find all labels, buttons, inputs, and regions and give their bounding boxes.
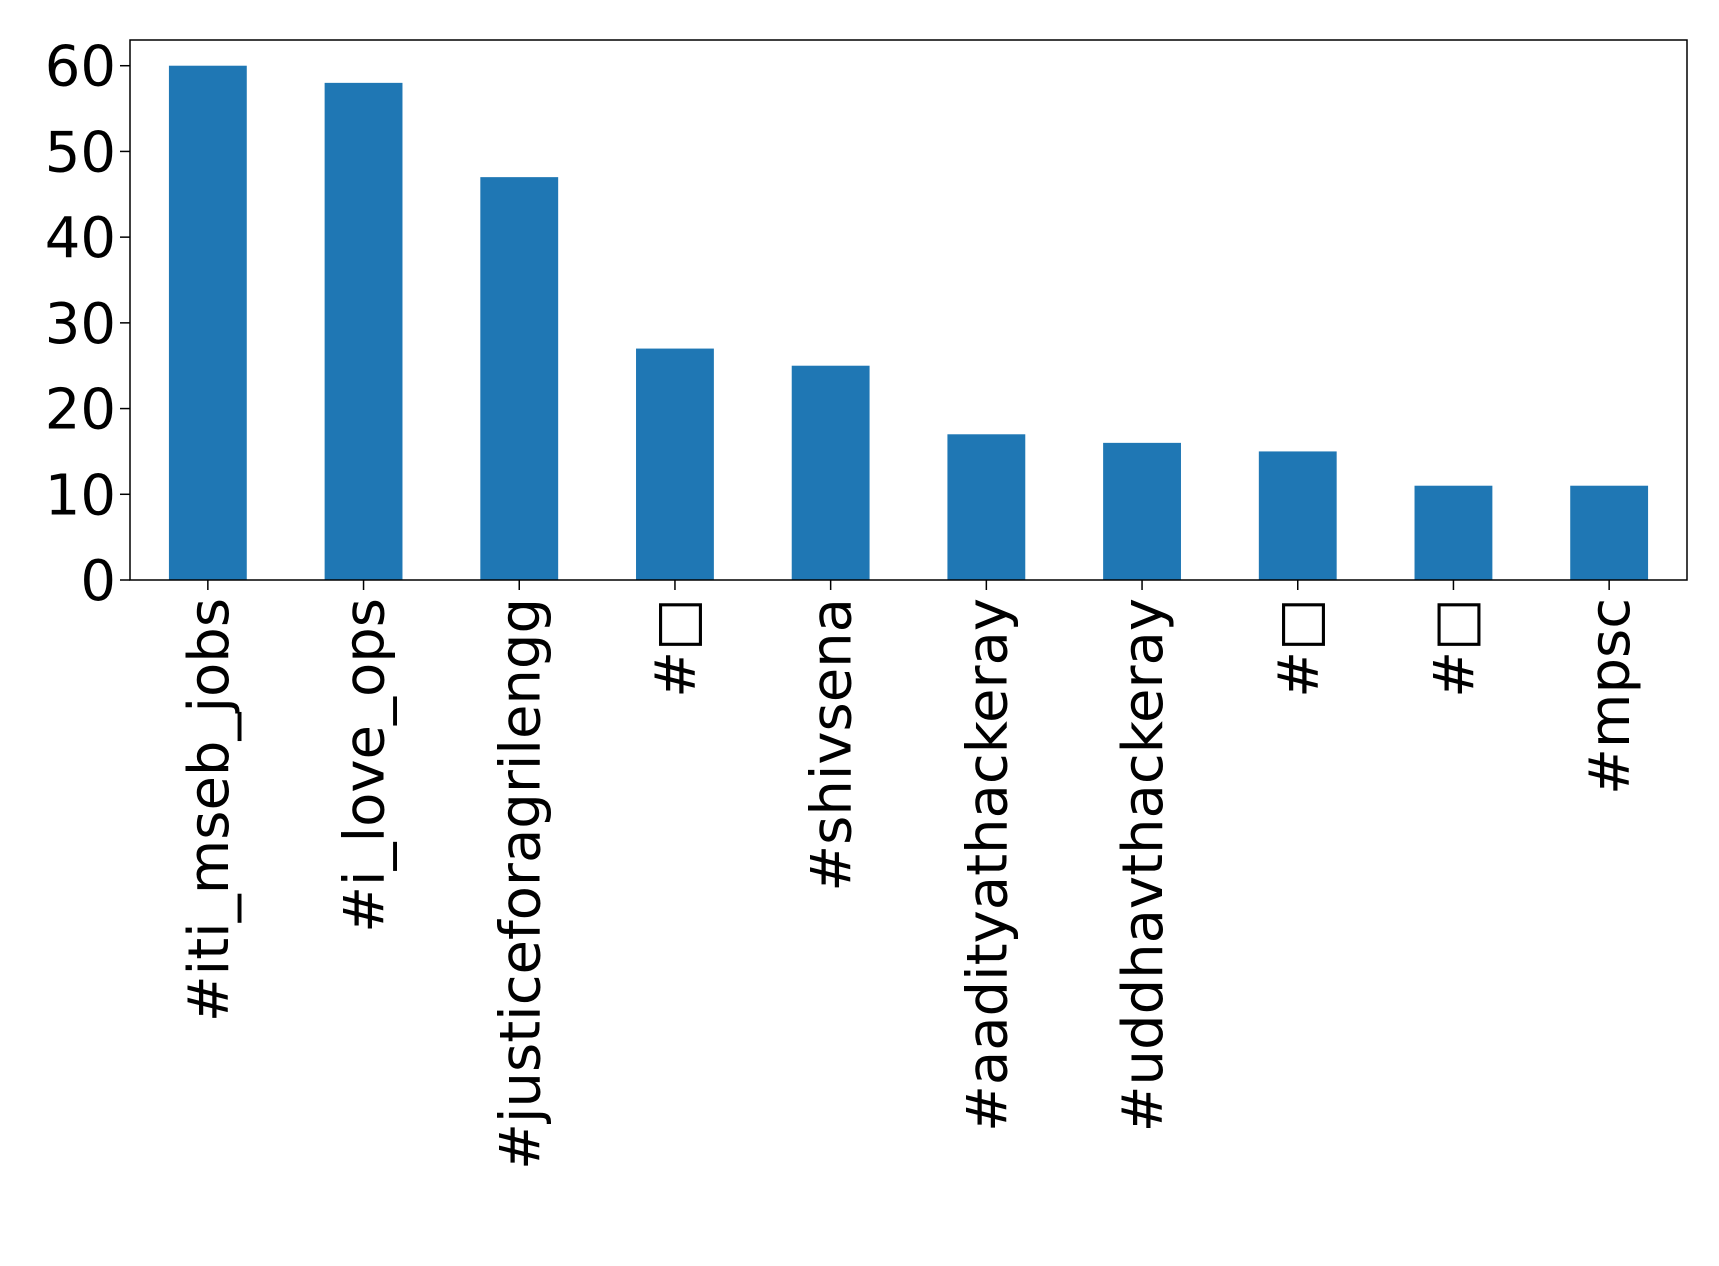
x-tick-label-2: #justiceforagrilengg bbox=[488, 598, 553, 1170]
bar-3 bbox=[636, 348, 714, 580]
bar-7 bbox=[1258, 451, 1337, 580]
y-tick-label-4: 40 bbox=[45, 206, 116, 271]
bar-1 bbox=[324, 82, 403, 580]
y-tick-label-6: 60 bbox=[45, 35, 116, 100]
bar-5 bbox=[947, 434, 1026, 580]
bars-group bbox=[168, 65, 1649, 580]
y-tick-label-0: 0 bbox=[80, 549, 116, 614]
x-tick-label-1: #i_love_ops bbox=[333, 598, 398, 933]
y-axis: 0 10 20 30 40 50 60 bbox=[45, 35, 130, 614]
y-tick-label-2: 20 bbox=[45, 378, 116, 443]
bar-4 bbox=[791, 365, 870, 580]
x-tick-label-4: #shivsena bbox=[800, 598, 865, 892]
x-tick-label-3: #□ bbox=[644, 598, 709, 698]
plot-frame bbox=[129, 39, 1688, 581]
bar-8 bbox=[1414, 485, 1493, 580]
x-tick-label-6: #uddhavthackeray bbox=[1111, 598, 1176, 1132]
x-tick-label-0: #iti_mseb_jobs bbox=[177, 598, 242, 1022]
bar-2 bbox=[480, 177, 559, 580]
x-tick-label-5: #aadityathackeray bbox=[955, 598, 1020, 1132]
bar-6 bbox=[1103, 442, 1181, 580]
y-tick-label-3: 30 bbox=[45, 292, 116, 357]
x-tick-label-9: #mpsc bbox=[1578, 598, 1643, 795]
y-tick-label-1: 10 bbox=[45, 463, 116, 528]
y-tick-label-5: 50 bbox=[45, 120, 116, 185]
x-axis: #iti_mseb_jobs #i_love_ops #justiceforagri… bbox=[177, 580, 1643, 1170]
x-tick-label-7: #□ bbox=[1267, 598, 1332, 698]
x-tick-label-8: #□ bbox=[1422, 598, 1487, 698]
bar-0 bbox=[168, 65, 247, 580]
bar-9 bbox=[1570, 485, 1649, 580]
